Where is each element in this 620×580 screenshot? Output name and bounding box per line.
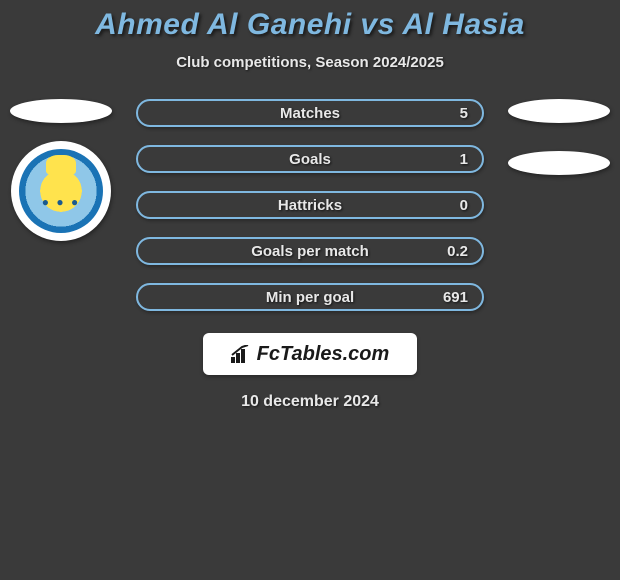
stat-label: Matches [280,105,340,122]
stat-right-value: 5 [438,105,468,122]
left-player-ellipse [10,99,112,123]
brand-logo: FcTables.com [231,343,390,366]
stat-label: Hattricks [278,197,342,214]
page-subtitle: Club competitions, Season 2024/2025 [176,54,444,71]
stat-bar-goals: Goals 1 [136,145,484,173]
comparison-infographic: Ahmed Al Ganehi vs Al Hasia Club competi… [0,0,620,580]
stat-bar-hattricks: Hattricks 0 [136,191,484,219]
left-column [6,99,116,241]
stat-right-value: 1 [438,151,468,168]
right-player-ellipse-1 [508,99,610,123]
page-title: Ahmed Al Ganehi vs Al Hasia [95,8,525,42]
stat-label: Goals [289,151,331,168]
date-text: 10 december 2024 [241,393,379,411]
stat-bar-matches: Matches 5 [136,99,484,127]
brand-text: FcTables.com [257,343,390,366]
stat-label: Min per goal [266,289,354,306]
stat-bar-goals-per-match: Goals per match 0.2 [136,237,484,265]
stat-bar-min-per-goal: Min per goal 691 [136,283,484,311]
bar-chart-icon [231,345,253,363]
stat-right-value: 691 [438,289,468,306]
stat-right-value: 0 [438,197,468,214]
left-club-badge [11,141,111,241]
stat-label: Goals per match [251,243,369,260]
main-area: Matches 5 Goals 1 Hattricks 0 Goals per … [0,99,620,311]
right-player-ellipse-2 [508,151,610,175]
stats-column: Matches 5 Goals 1 Hattricks 0 Goals per … [136,99,484,311]
brand-logo-box: FcTables.com [203,333,417,375]
club-crest-icon [19,149,103,233]
right-column [504,99,614,193]
stat-right-value: 0.2 [438,243,468,260]
